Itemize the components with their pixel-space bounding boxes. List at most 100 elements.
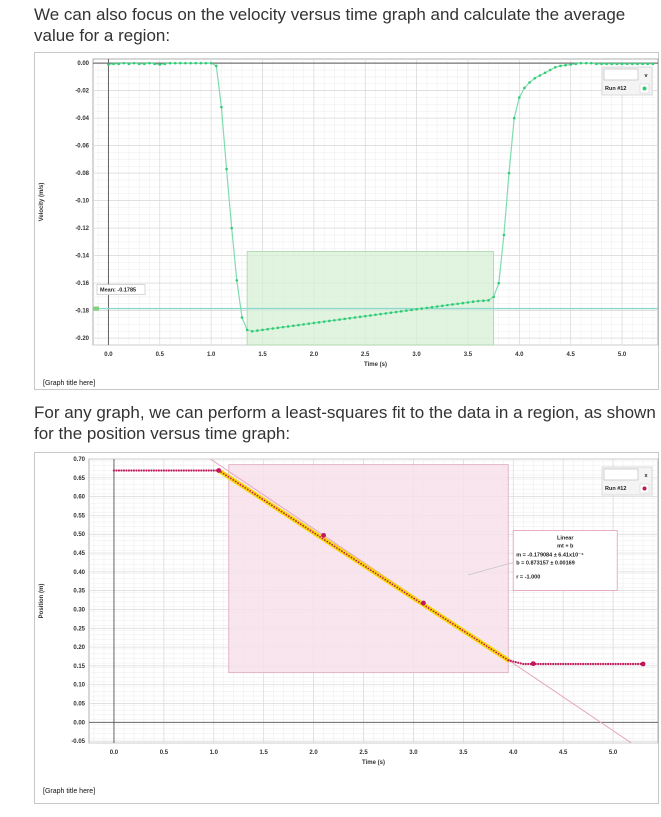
position-data-point: [490, 648, 493, 651]
velocity-data-point: [415, 307, 418, 311]
position-data-point: [287, 515, 290, 518]
x-tick-label: 4.0: [509, 750, 518, 756]
position-data-point: [517, 661, 520, 664]
position-data-point: [377, 573, 379, 576]
position-data-point: [478, 640, 481, 643]
position-data-point: [120, 469, 123, 472]
position-data-point: [350, 556, 353, 559]
velocity-data-point: [451, 303, 454, 306]
position-data-point: [251, 491, 254, 494]
position-data-point: [384, 578, 387, 581]
position-data-point: [549, 662, 552, 666]
legend-entry-label: Run #12: [605, 486, 626, 492]
position-data-point: [427, 607, 430, 609]
legend-swatch-dot: [642, 86, 647, 91]
position-data-point: [434, 611, 437, 614]
velocity-data-point: [322, 320, 326, 323]
position-data-point: [207, 469, 210, 472]
position-data-point: [557, 662, 560, 666]
velocity-data-point: [240, 316, 244, 319]
legend-close-icon[interactable]: x: [644, 473, 648, 479]
x-tick-label: 3.0: [409, 750, 418, 756]
x-tick-label: 5.0: [618, 352, 627, 358]
velocity-data-point: [389, 311, 393, 314]
position-data-point: [500, 654, 502, 657]
position-data-point: [480, 641, 483, 644]
y-tick-label: -0.20: [75, 336, 89, 342]
fit-annotation-box[interactable]: [512, 530, 618, 591]
legend-title-input[interactable]: [603, 468, 639, 481]
y-tick-label: -0.04: [75, 116, 89, 122]
velocity-data-point: [615, 62, 619, 66]
velocity-data-point: [168, 61, 172, 65]
y-tick-label: 0.50: [73, 532, 85, 538]
position-data-point: [137, 469, 141, 472]
graph-title-placeholder[interactable]: [Graph title here]: [43, 380, 95, 387]
velocity-data-point: [250, 329, 254, 333]
position-marker: [530, 661, 536, 667]
position-data-point: [290, 517, 293, 519]
x-axis-label: Time (s): [362, 760, 385, 766]
legend-title-input[interactable]: [603, 68, 639, 81]
position-data-point: [597, 662, 600, 666]
velocity-data-point: [553, 65, 557, 69]
velocity-data-point: [610, 62, 614, 66]
velocity-chart-panel: 0.0 0.5 1.0 1.5 2.0 2.5 3.0 3.5 4.0 4.5 5.0 0.00 -0.…: [34, 52, 659, 390]
intro-paragraph-velocity: We can also focus on the velocity versus…: [34, 5, 626, 45]
position-data-point: [554, 662, 557, 666]
velocity-data-point: [179, 61, 182, 65]
position-data-point: [527, 662, 530, 666]
velocity-data-point: [605, 62, 608, 66]
position-data-point: [634, 662, 637, 666]
position-data-point: [270, 504, 273, 507]
velocity-data-point: [600, 62, 603, 66]
position-data-point: [112, 469, 116, 472]
velocity-data-point: [307, 322, 311, 325]
y-tick-label: 0.70: [73, 457, 85, 463]
velocity-data-point: [579, 61, 583, 65]
position-data-point: [295, 520, 297, 522]
position-data-point: [616, 662, 620, 666]
x-tick-label: 5.0: [609, 750, 618, 756]
y-tick-label: -0.05: [71, 739, 85, 745]
y-tick-label: 0.25: [73, 626, 85, 632]
velocity-data-point: [312, 321, 316, 325]
mean-handle[interactable]: [93, 306, 99, 311]
fit-type-label: Linear: [557, 535, 574, 541]
position-data-point: [197, 469, 200, 472]
y-tick-label: -0.16: [75, 281, 89, 287]
position-data-point: [266, 501, 268, 504]
position-data-point: [278, 509, 280, 511]
position-chart[interactable]: 0.0 0.5 1.0 1.5 2.0 2.5 3.0 3.5 4.0 4.5 5.0 0.70 0.6…: [35, 453, 660, 805]
position-data-point: [365, 566, 367, 568]
velocity-chart[interactable]: 0.0 0.5 1.0 1.5 2.0 2.5 3.0 3.5 4.0 4.5 5.0 0.00 -0.…: [35, 53, 660, 391]
velocity-data-point: [507, 171, 511, 175]
position-data-point: [328, 542, 331, 545]
position-data-point: [283, 512, 285, 515]
velocity-data-point: [476, 299, 480, 303]
velocity-data-point: [497, 281, 501, 285]
y-axis-label: Position (m): [39, 584, 45, 619]
position-data-point: [357, 561, 360, 564]
position-data-point: [343, 551, 346, 554]
velocity-data-point: [143, 62, 146, 66]
position-chart-panel: 0.0 0.5 1.0 1.5 2.0 2.5 3.0 3.5 4.0 4.5 5.0 0.70 0.6…: [34, 452, 659, 804]
position-data-point: [381, 577, 384, 579]
position-data-point: [606, 662, 610, 666]
position-data-point: [309, 529, 312, 532]
graph-title-placeholder[interactable]: [Graph title here]: [43, 788, 95, 795]
position-data-point: [212, 469, 215, 472]
legend-dropdown-icon[interactable]: v: [644, 73, 648, 79]
y-tick-label: 0.40: [73, 570, 85, 576]
velocity-data-point: [374, 313, 377, 317]
position-data-point: [200, 469, 203, 472]
position-data-point: [507, 659, 510, 662]
legend-entry-label: Run #12: [605, 86, 626, 92]
y-tick-label: -0.12: [75, 226, 89, 232]
velocity-data-point: [589, 61, 593, 65]
position-data-point: [275, 507, 278, 510]
fit-equation: mt + b: [557, 543, 574, 549]
position-data-point: [485, 645, 488, 647]
velocity-data-point: [461, 301, 465, 305]
selection-region[interactable]: [246, 251, 495, 346]
